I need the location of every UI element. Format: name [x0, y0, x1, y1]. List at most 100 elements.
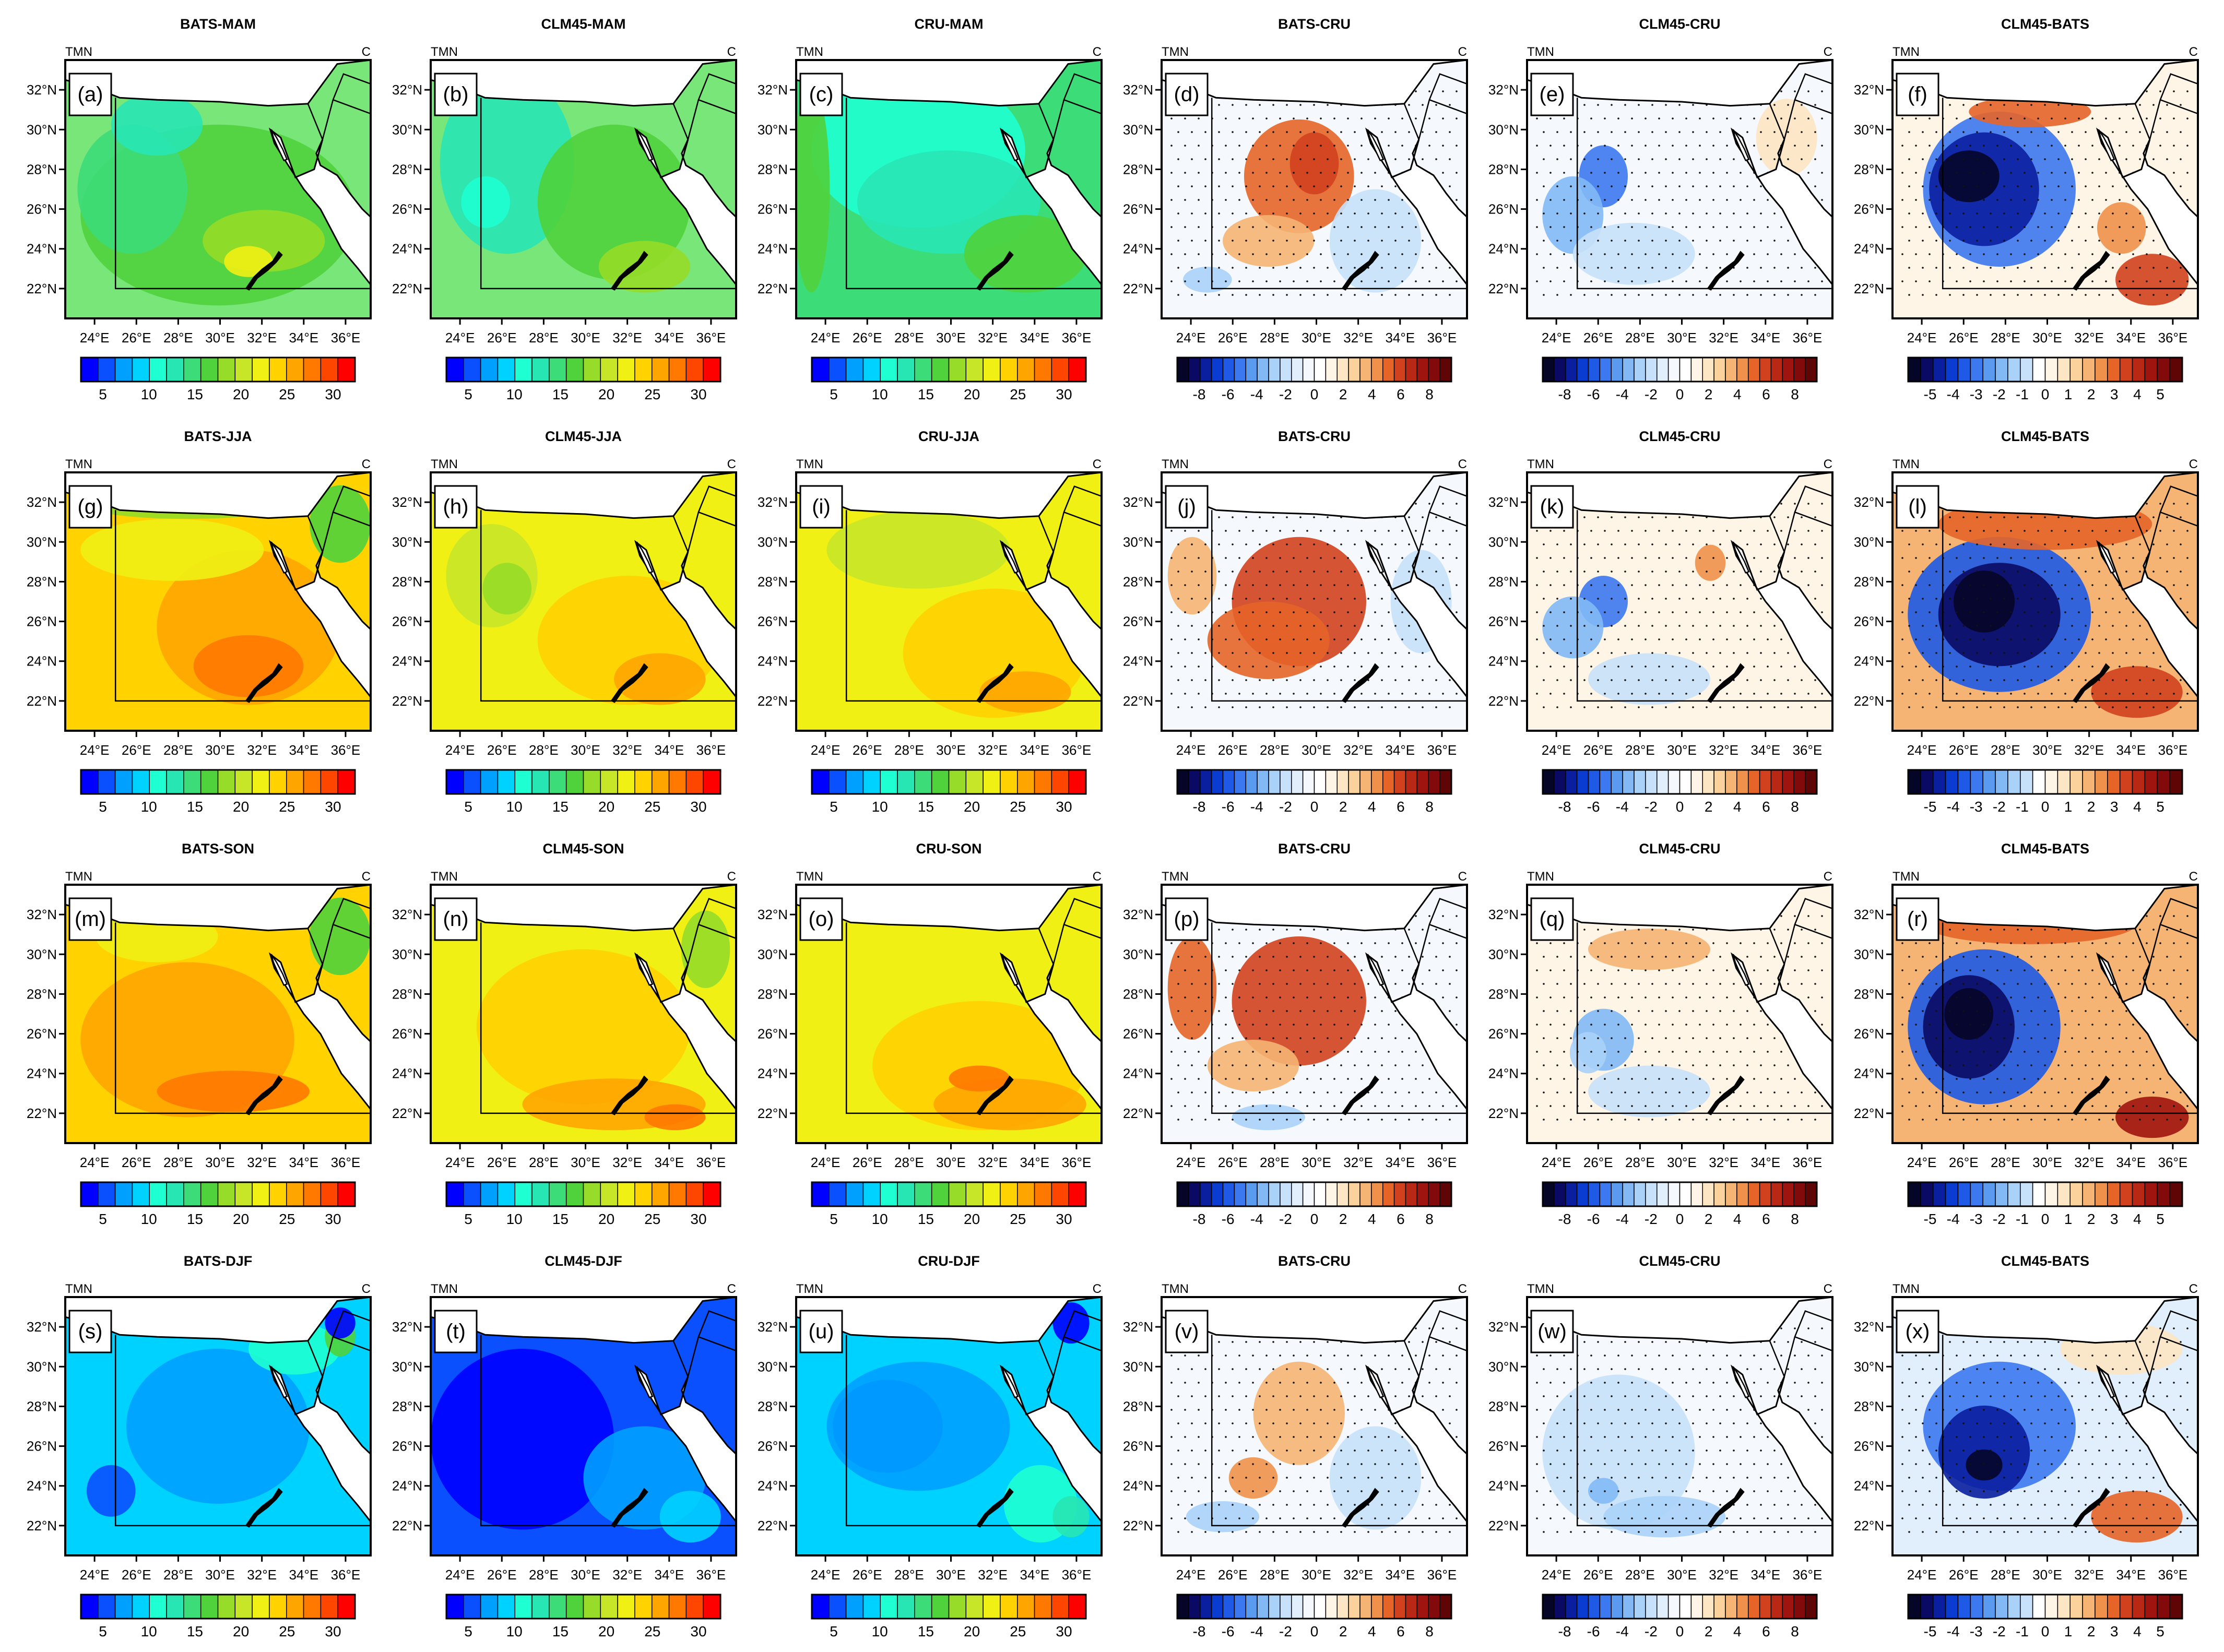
colorbar-swatch [149, 1182, 167, 1207]
lon-label: 24°E [445, 1155, 475, 1170]
colorbar: -8 -6 -4 -2 0 2 4 6 8 [1542, 356, 1818, 402]
colorbar-tick-label: 25 [644, 799, 660, 815]
colorbar-swatch [1428, 1594, 1440, 1619]
colorbar-tick-label: 5 [2156, 386, 2164, 402]
colorbar-swatch [1611, 769, 1623, 794]
lat-label: 22°N [1123, 1106, 1153, 1121]
map-frame [1526, 1296, 1833, 1556]
colorbar-swatch [1000, 1182, 1018, 1207]
colorbar-swatch [931, 1594, 950, 1619]
gulf-of-suez [636, 954, 654, 986]
colorbar: 5 10 15 20 25 30 [445, 769, 721, 815]
lon-label: 36°E [1427, 742, 1457, 758]
colorbar-swatch [1188, 1594, 1201, 1619]
mediterranean-sea [65, 885, 371, 931]
colorbar-swatch [1291, 1182, 1304, 1207]
colorbar-swatch [303, 769, 322, 794]
colorbar-tick-label: 1 [2064, 799, 2073, 815]
lake-nasser [1341, 1488, 1379, 1528]
colorbar-swatch [1211, 1182, 1224, 1207]
lat-label: 24°N [1123, 241, 1153, 257]
lon-label: 30°E [1667, 1567, 1697, 1583]
colorbar-swatch [1177, 1182, 1189, 1207]
corner-label-right: C [727, 870, 736, 884]
mediterranean-sea [431, 885, 736, 931]
red-sea [634, 1364, 736, 1523]
colorbar-tick-label: 25 [279, 1211, 295, 1227]
lon-label: 32°E [247, 1155, 277, 1170]
colorbar-swatch [965, 1182, 984, 1207]
corner-label-right: C [1824, 45, 1832, 59]
panel-label: (k) [1540, 495, 1565, 518]
colorbar-swatch [1793, 1594, 1806, 1619]
gulf-of-suez [1001, 954, 1019, 986]
colorbar-tick-label: 5 [99, 799, 107, 815]
red-sea [268, 1364, 371, 1523]
country-border [333, 99, 371, 114]
colorbar-swatch [2107, 1594, 2121, 1619]
panel-label-box [68, 73, 112, 116]
colorbar-swatch [200, 769, 219, 794]
map-panel: CLM45-BATS TMN C (l) 32°N 30°N 28°N 26°N 24°N 22°… [1854, 429, 2199, 815]
lon-label: 34°E [289, 742, 318, 758]
country-border [1063, 924, 1102, 939]
colorbar-swatch [1932, 769, 1946, 794]
colorbar-swatch [880, 1182, 898, 1207]
colorbar-swatch [1657, 769, 1669, 794]
panel-title: CLM45-CRU [1639, 841, 1720, 857]
colorbar-swatch [1622, 1182, 1635, 1207]
lon-label: 34°E [289, 1155, 318, 1170]
field-contour [979, 671, 1071, 713]
lon-label: 30°E [936, 742, 966, 758]
lon-label: 26°E [122, 1155, 151, 1170]
corner-label-right: C [1824, 1282, 1832, 1296]
colorbar-tick-label: 30 [690, 1623, 706, 1639]
colorbar-swatch [1982, 769, 1996, 794]
colorbar-swatch [166, 1594, 184, 1619]
lat-label: 26°N [758, 1026, 788, 1042]
colorbar-swatch [2095, 1594, 2108, 1619]
lat-label: 24°N [1854, 1478, 1884, 1494]
colorbar-tick-label: 5 [830, 1623, 838, 1639]
colorbar-tick-label: 2 [1339, 1211, 1347, 1227]
colorbar-tick-label: -1 [2016, 386, 2029, 402]
colorbar-swatch [600, 357, 618, 382]
country-border [1769, 485, 1832, 554]
colorbar-tick-label: -6 [1222, 799, 1235, 815]
corner-label-left: TMN [431, 457, 458, 471]
lon-label: 32°E [1709, 1567, 1738, 1583]
colorbar-swatch [1188, 357, 1201, 382]
colorbar-swatch [463, 357, 481, 382]
mediterranean-sea [431, 60, 736, 106]
lon-label: 28°E [1260, 1155, 1290, 1170]
colorbar-tick-label: -6 [1587, 1211, 1600, 1227]
lat-label: 24°N [1123, 1066, 1153, 1081]
gulf-of-suez [270, 1366, 288, 1398]
lat-label: 32°N [392, 907, 422, 922]
red-sea [268, 952, 371, 1111]
field-contour [1603, 1496, 1726, 1538]
colorbar-swatch [668, 1594, 687, 1619]
colorbar-swatch [1234, 769, 1246, 794]
gulf-of-suez [270, 129, 288, 161]
lat-label: 30°N [758, 122, 788, 137]
colorbar-tick-label: 25 [279, 799, 295, 815]
colorbar-swatch [1371, 357, 1383, 382]
colorbar-swatch [337, 1594, 356, 1619]
red-sea [1730, 127, 1832, 286]
lake-nasser [245, 1488, 283, 1528]
colorbar-tick-label: -2 [1279, 1211, 1292, 1227]
country-border [698, 512, 736, 527]
gulf-of-suez [270, 541, 288, 574]
corner-label-left: TMN [1527, 457, 1554, 471]
field-contour [1969, 96, 2091, 127]
field-contour [796, 86, 830, 293]
colorbar: 5 10 15 20 25 30 [445, 1181, 721, 1227]
colorbar-swatch [2057, 1594, 2071, 1619]
colorbar-swatch [1017, 357, 1035, 382]
mediterranean-sea [1527, 60, 1832, 106]
panel-label: (t) [446, 1320, 466, 1343]
country-border [1942, 1335, 2198, 1527]
colorbar-swatch [183, 1594, 202, 1619]
lon-label: 32°E [1343, 330, 1373, 346]
